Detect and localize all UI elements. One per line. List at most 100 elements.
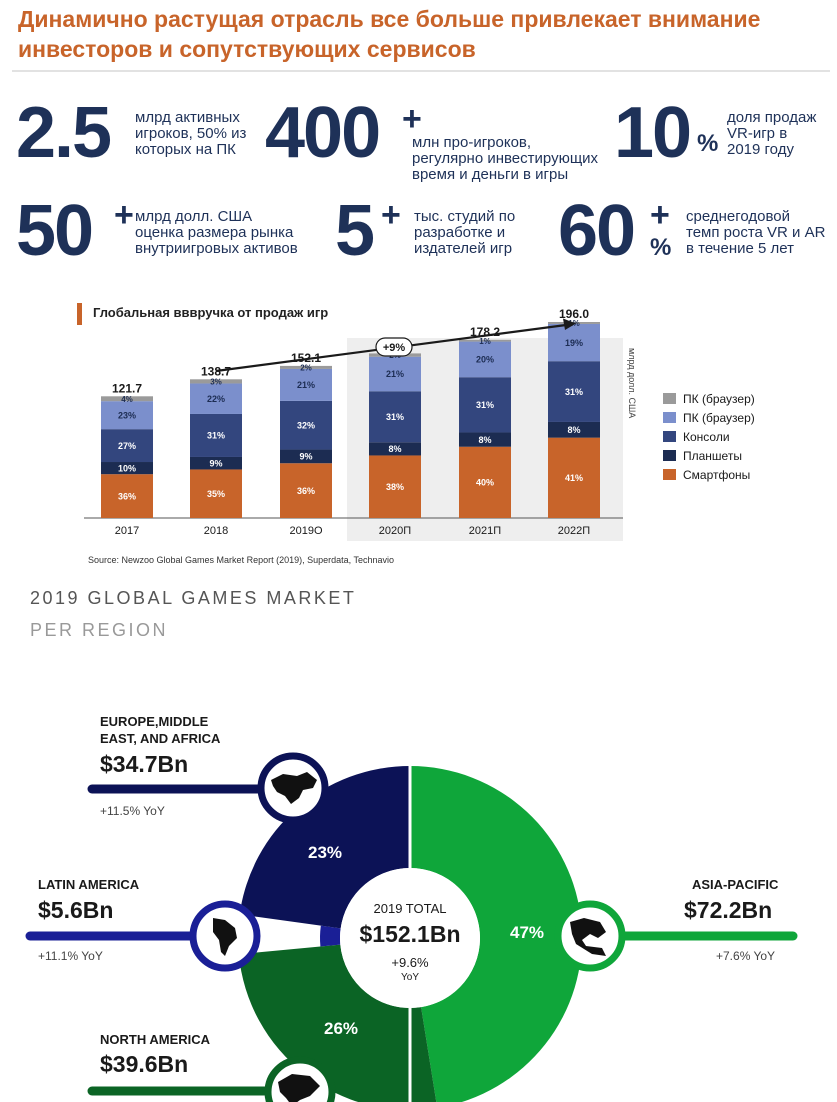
bar-segment [459,446,511,518]
bar-segment-label: 31% [476,400,494,410]
growth-arrow-head [563,318,576,330]
bar-segment [280,368,332,401]
legend-label: Консоли [683,430,730,444]
x-tick-label: 2018 [204,525,228,537]
bar-segment [459,339,511,342]
growth-badge-label: +9% [383,342,406,354]
legend-swatch [663,412,676,423]
stat-desc-line: млрд активных [135,109,240,126]
bar-segment-label: 9% [209,458,222,468]
growth-badge [375,337,413,357]
stat-desc-line: которых на ПК [135,141,236,158]
x-tick-label: 2017 [115,525,139,537]
bar-segment-label: 2% [300,364,312,373]
stat-desc-line: темп роста VR и AR [686,224,826,241]
legend-swatch [663,431,676,442]
bar-segment [101,429,153,463]
bar-segment-label: 27% [118,441,136,451]
donut-slice [320,925,341,947]
bar-segment [369,391,421,443]
bar-segment [190,413,242,457]
region-subtitle: PER REGION [30,620,169,640]
legend-label: ПК (браузер) [683,392,755,406]
stat-suffix: % [697,130,719,157]
stat-desc-line: издателей игр [414,240,513,257]
donut-slice [239,766,410,929]
bar-segment [280,449,332,464]
bar-segment [190,456,242,470]
bar-segment [190,383,242,414]
map-na-shape [278,1074,320,1102]
stat-value: 400 [265,93,381,173]
region-label-latam: LATIN AMERICA [38,877,140,892]
bar-total-label: 121.7 [112,381,142,395]
region-yoy-emea: +11.5% YoY [100,804,165,818]
heading-divider [12,70,830,72]
bar-total-label: 152.1 [291,351,321,365]
stat-desc-line: игроков, 50% из [135,125,247,142]
stat-desc-line: внутриигровых активов [135,240,298,257]
donut-center-label: 2019 TOTAL [373,901,447,916]
donut-slice [410,766,582,1102]
x-tick-label: 2019О [289,525,322,537]
stat-desc-line: VR-игр в [727,125,788,142]
bar-segment-label: 20% [476,355,494,365]
y-axis-unit-label: млрд долл. США [627,348,637,418]
stat-desc-line: млрд долл. США [135,208,253,225]
bar-segment-label: 35% [207,489,225,499]
map-apac-shape [570,918,606,956]
bar-segment-label: 22% [207,394,225,404]
stat-desc-line: разработке и [414,224,506,241]
bar-segment [101,474,153,518]
bar-segment [548,421,600,438]
donut-slice [238,944,437,1102]
x-tick-label: 2022П [558,525,590,537]
map-apac-icon [554,900,626,972]
bar-segment [280,365,332,369]
chart-title: Глобальная вввручка от продаж игр [93,305,329,320]
region-value-apac: $72.2Bn [684,897,773,923]
bar-segment-label: 31% [207,431,225,441]
stat-suffix-plus: + [650,196,670,234]
bar-segment [459,377,511,433]
bar-segment-label: 36% [297,486,315,496]
chart-source: Source: Newzoo Global Games Market Repor… [88,555,394,565]
legend-swatch [663,450,676,461]
stat-desc-line: регулярно инвестирующих [412,150,599,167]
slice-percent-label: 26% [324,1019,358,1038]
bar-segment-label: 36% [118,491,136,501]
map-emea-shape [271,772,317,804]
stat-value: 2.5 [16,93,112,173]
region-label-na: NORTH AMERICA [100,1032,211,1047]
x-tick-label: 2020П [379,525,411,537]
region-label-emea-line2: EAST, AND AFRICA [100,731,221,746]
bar-segment-label: 8% [388,444,401,454]
slice-percent-label: 4% [275,929,300,948]
legend-swatch [663,469,676,480]
region-yoy-apac: +7.6% YoY [716,949,776,963]
bar-segment-label: 19% [565,338,583,348]
bar-segment-label: 3% [210,378,222,387]
bar-segment-label: 1% [479,337,491,346]
page-heading: Динамично растущая отрасль все больше пр… [18,6,761,62]
slice-percent-label: 23% [308,843,342,862]
bar-segment-label: 32% [297,420,315,430]
stat-value: 60 [558,191,636,271]
stat-value: 10 [614,93,692,173]
stat-desc-line: доля продаж [727,109,817,126]
bar-segment-label: 4% [121,395,133,404]
stat-desc-line: оценка размера рынка [135,224,294,241]
bar-segment-label: 38% [386,482,404,492]
bar-segment-label: 41% [565,473,583,483]
bar-segment-label: 21% [297,380,315,390]
stat-value: 50 [16,191,94,271]
revenue-bar-chart: 36%10%27%23%4%121.7201735%9%31%22%3%138.… [84,307,755,541]
legend-label: Смартфоны [683,468,750,482]
bar-segment-label: 8% [567,425,580,435]
bar-segment [369,455,421,518]
bar-segment [369,356,421,392]
region-value-emea: $34.7Bn [100,751,189,777]
bar-segment-label: 21% [386,369,404,379]
bar-segment-label: 10% [118,463,136,473]
